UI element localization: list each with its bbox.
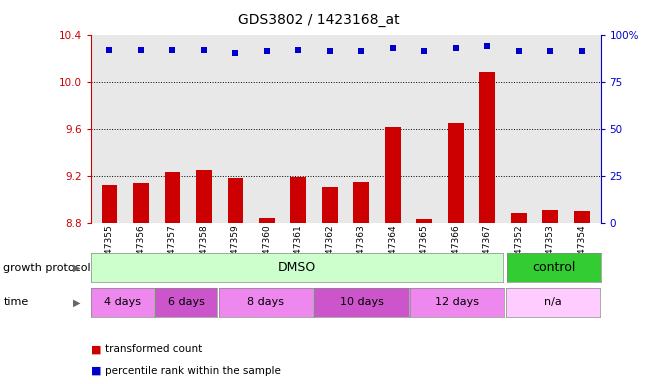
Text: 8 days: 8 days — [248, 297, 285, 308]
Bar — [385, 127, 401, 223]
Point — [325, 48, 336, 55]
Text: ▶: ▶ — [73, 263, 81, 273]
Point — [136, 46, 146, 53]
Bar — [196, 170, 212, 223]
Point — [576, 48, 587, 55]
Text: ▶: ▶ — [73, 297, 81, 308]
Bar — [259, 218, 274, 223]
Point — [482, 43, 493, 49]
Text: 12 days: 12 days — [435, 297, 479, 308]
Text: percentile rank within the sample: percentile rank within the sample — [105, 366, 281, 376]
Text: DMSO: DMSO — [278, 262, 316, 274]
Bar — [448, 123, 464, 223]
Bar — [227, 178, 244, 223]
Bar — [574, 211, 590, 223]
Bar — [542, 210, 558, 223]
Text: growth protocol: growth protocol — [3, 263, 91, 273]
Bar — [164, 172, 180, 223]
Point — [104, 46, 115, 53]
Point — [419, 48, 429, 55]
Text: n/a: n/a — [544, 297, 562, 308]
Bar — [322, 187, 338, 223]
Point — [293, 46, 304, 53]
Point — [513, 48, 524, 55]
Text: time: time — [3, 297, 29, 308]
Point — [356, 48, 366, 55]
Bar — [133, 183, 149, 223]
Bar — [479, 72, 495, 223]
Bar — [101, 185, 117, 223]
Bar — [354, 182, 369, 223]
Text: 4 days: 4 days — [104, 297, 141, 308]
Bar — [511, 214, 527, 223]
Point — [167, 46, 178, 53]
Text: transformed count: transformed count — [105, 344, 203, 354]
Point — [545, 48, 556, 55]
Text: GDS3802 / 1423168_at: GDS3802 / 1423168_at — [238, 13, 399, 27]
Point — [199, 46, 209, 53]
Point — [450, 45, 461, 51]
Bar — [417, 219, 432, 223]
Bar — [291, 177, 306, 223]
Text: ■: ■ — [91, 366, 101, 376]
Text: control: control — [532, 262, 576, 274]
Point — [262, 48, 272, 55]
Point — [387, 45, 398, 51]
Text: 6 days: 6 days — [168, 297, 205, 308]
Point — [230, 50, 241, 56]
Text: 10 days: 10 days — [340, 297, 383, 308]
Text: ■: ■ — [91, 344, 101, 354]
